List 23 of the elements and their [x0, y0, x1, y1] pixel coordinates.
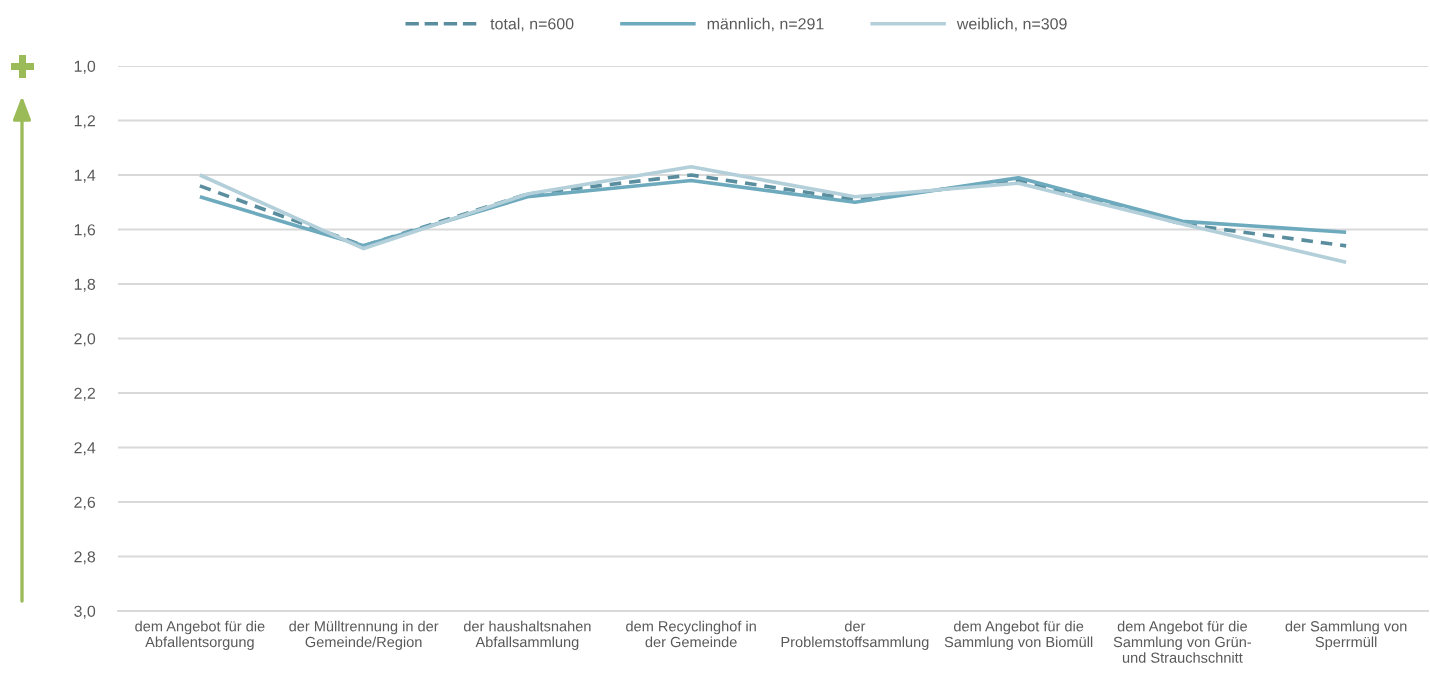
x-tick-label: dem Angebot für die Sammlung von Grün- und Strauchschnitt — [1113, 620, 1252, 663]
y-tick-label: 2,6 — [74, 496, 96, 510]
y-tick-label: 2,2 — [74, 387, 95, 401]
y-tick-label: 1,4 — [74, 169, 96, 183]
y-tick-label: 2,4 — [74, 442, 96, 456]
legend-label: männlich, n=291 — [707, 17, 824, 32]
y-tick-label: 3,0 — [74, 605, 96, 619]
x-tick-label: der Mülltrennung in der Gemeinde/Region — [289, 620, 439, 651]
y-tick-label: 2,8 — [74, 551, 96, 565]
x-tick-label: dem Recyclinghof in der Gemeinde — [626, 620, 756, 648]
y-tick-label: 1,0 — [74, 60, 96, 74]
x-tick-label: dem Angebot für die Abfallentsorgung — [135, 620, 265, 651]
x-tick-label: dem Angebot für die Sammlung von Biomüll — [944, 620, 1093, 651]
y-tick-label: 2,0 — [74, 333, 96, 347]
x-tick-label: der Sammlung von Sperrmüll — [1285, 620, 1407, 651]
line-series — [198, 165, 1348, 265]
y-tick-label: 1,2 — [74, 115, 95, 129]
legend-label: total, n=600 — [490, 17, 574, 32]
y-tick-label: 1,8 — [74, 278, 96, 292]
legend-label: weiblich, n=309 — [956, 17, 1067, 32]
x-tick-label: der Problemstoffsammlung — [781, 620, 929, 651]
y-tick-label: 1,6 — [74, 224, 96, 238]
x-tick-label: der haushaltsnahen Abfallsammlung — [463, 620, 591, 651]
